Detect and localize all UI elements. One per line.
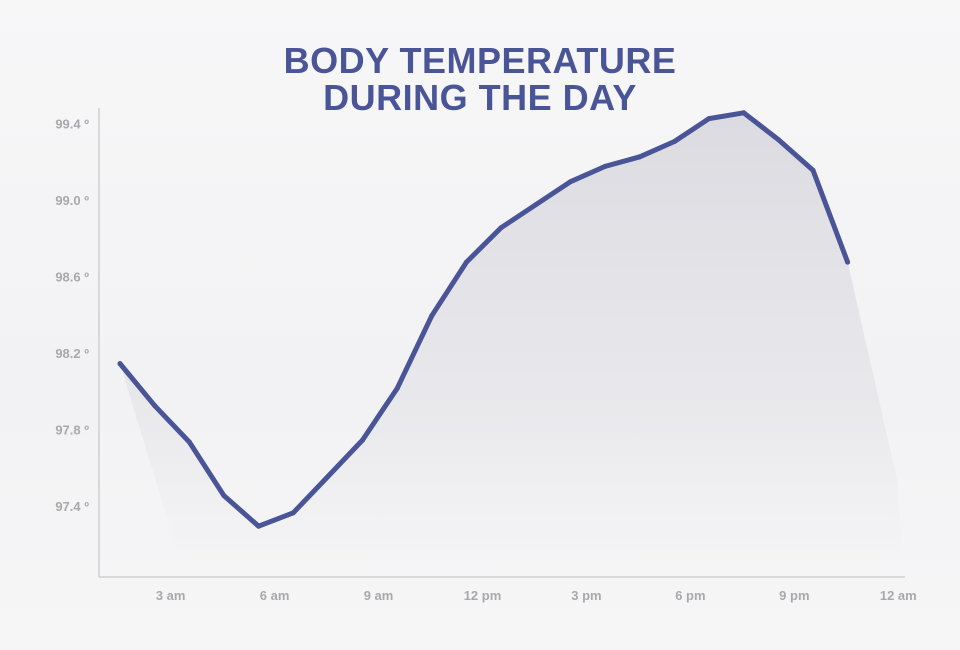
- data-points: [117, 110, 851, 529]
- data-point: [186, 439, 192, 445]
- x-tick-label: 12 pm: [464, 588, 502, 603]
- x-tick-label: 3 am: [156, 588, 186, 603]
- x-tick-label: 6 pm: [675, 588, 705, 603]
- data-point: [533, 202, 539, 208]
- data-point: [256, 523, 262, 529]
- y-tick-label: 97.8 º: [55, 423, 89, 438]
- data-point: [464, 259, 469, 265]
- x-tick-label: 9 pm: [779, 588, 809, 603]
- data-point: [498, 225, 504, 231]
- data-point: [394, 385, 400, 391]
- data-point: [152, 403, 158, 409]
- data-point: [429, 313, 435, 319]
- data-point: [117, 361, 123, 367]
- x-axis-ticks: 3 am 6 am 9 am 12 pm 3 pm 6 pm 9 pm 12 am: [156, 588, 917, 603]
- x-tick-label: 12 am: [880, 588, 917, 603]
- area-fill: [120, 112, 903, 561]
- x-tick-label: 6 am: [260, 588, 290, 603]
- data-point: [637, 154, 643, 160]
- data-point: [221, 493, 227, 499]
- data-point: [706, 116, 712, 122]
- data-point: [568, 179, 573, 185]
- chart-title-line-2: DURING THE DAY: [323, 77, 637, 118]
- series-line: [117, 110, 851, 529]
- y-tick-label: 99.4 º: [55, 116, 89, 131]
- y-tick-label: 98.2 º: [55, 346, 89, 361]
- data-point: [290, 510, 296, 516]
- y-tick-label: 97.4 º: [55, 499, 89, 514]
- data-point: [845, 259, 851, 265]
- data-point: [775, 137, 781, 143]
- data-point: [325, 474, 331, 479]
- chart-title-line-1: BODY TEMPERATURE: [283, 40, 677, 81]
- y-tick-label: 98.6 º: [55, 269, 89, 284]
- y-tick-label: 99.0 º: [55, 193, 89, 208]
- y-axis-ticks: 97.4 º 97.8 º 98.2 º 98.6 º 99.0 º 99.4 º: [55, 116, 89, 514]
- data-point: [810, 167, 816, 173]
- data-point: [602, 163, 608, 169]
- data-point: [671, 139, 677, 144]
- data-point: [741, 110, 747, 116]
- x-tick-label: 3 pm: [571, 588, 601, 603]
- x-tick-label: 9 am: [364, 588, 394, 603]
- chart-title: BODY TEMPERATURE DURING THE DAY: [0, 42, 960, 116]
- data-point: [360, 437, 365, 443]
